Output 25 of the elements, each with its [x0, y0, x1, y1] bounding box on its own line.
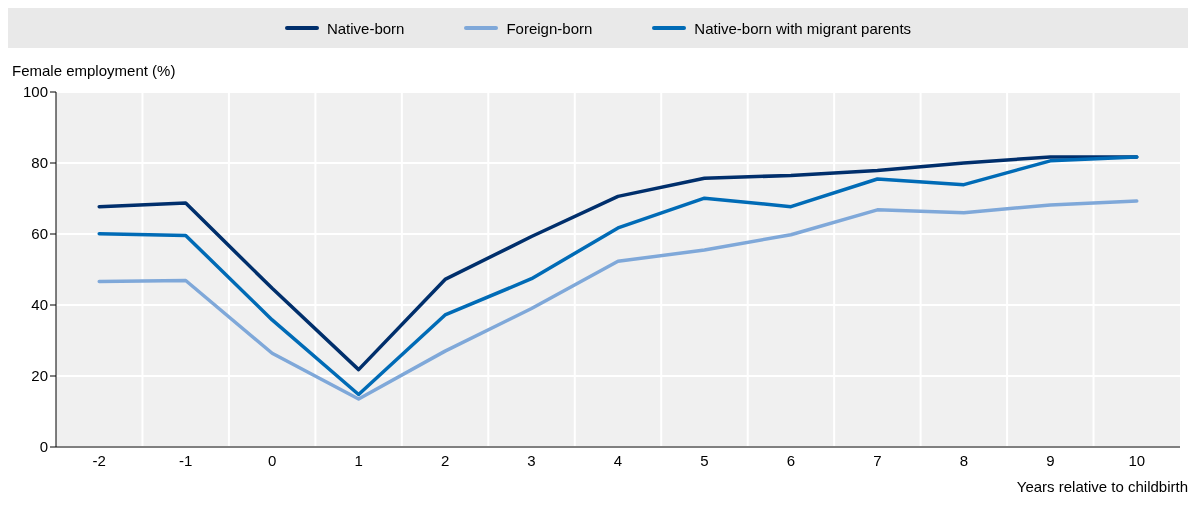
x-axis-title: Years relative to childbirth [1015, 478, 1188, 495]
x-tick-label: -2 [92, 451, 106, 469]
x-tick-label: 8 [959, 451, 969, 469]
legend-label: Native-born [326, 19, 405, 37]
x-tick-label: 6 [786, 451, 796, 469]
y-tick-label: 40 [31, 296, 48, 314]
x-tick-label: 4 [613, 451, 623, 469]
x-tick-label: 3 [527, 451, 536, 469]
legend-label: Foreign-born [506, 19, 593, 37]
y-tick-label: 60 [31, 225, 48, 243]
legend-label: Native-born with migrant parents [694, 19, 912, 37]
x-tick-label: 2 [440, 451, 450, 469]
x-tick-label: 0 [267, 451, 277, 469]
x-tick-label: 5 [700, 451, 709, 469]
x-tick-label: -1 [179, 451, 193, 469]
x-tick-label: 9 [1046, 451, 1055, 469]
x-tick-label: 1 [354, 451, 363, 469]
y-tick-label: 0 [39, 438, 48, 456]
line-series [97, 199, 1139, 401]
x-tick-label: 7 [873, 451, 882, 469]
y-tick-label: 100 [22, 83, 48, 101]
y-tick-label: 20 [31, 367, 48, 385]
y-axis-title: Female employment (%) [12, 62, 177, 81]
y-tick-label: 80 [31, 154, 48, 172]
x-tick-label: 10 [1128, 451, 1146, 469]
